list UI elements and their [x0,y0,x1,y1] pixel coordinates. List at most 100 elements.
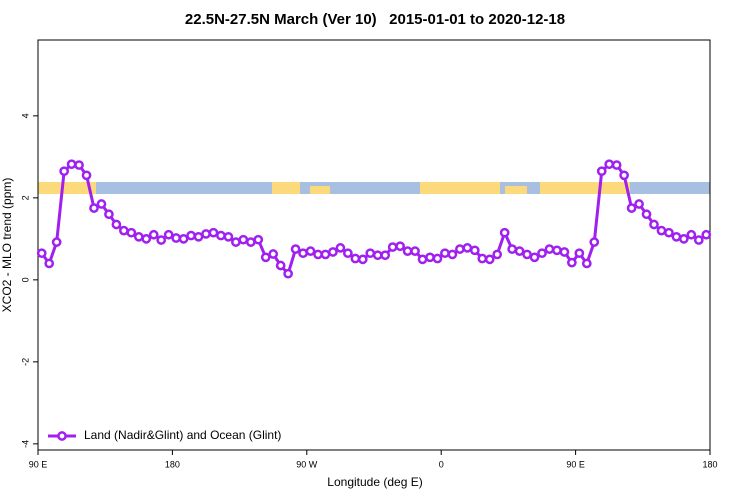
data-point [51,237,62,247]
y-tick-label: 2 [20,195,30,200]
data-point [552,245,562,256]
data-point [193,231,204,242]
data-point [701,229,712,240]
data-point [671,231,682,242]
y-tick-label: -4 [20,440,30,448]
data-point [343,248,353,259]
data-point [238,234,249,245]
chart-title: 22.5N-27.5N March (Ver 10) 2015-01-01 to… [185,11,565,28]
x-tick-label: 90 E [29,459,48,469]
legend-label: Land (Nadir&Glint) and Ocean (Glint) [84,428,281,442]
data-point [245,237,256,247]
data-point [208,227,219,238]
data-point [36,248,47,259]
data-point [425,252,435,263]
x-tick-label: 90 E [566,459,585,469]
data-point [693,235,704,245]
data-point [260,252,271,263]
data-point [574,248,585,259]
data-point [537,248,547,259]
data-point [216,230,226,241]
data-point [335,243,346,253]
data-point [604,159,615,170]
data-point [634,199,644,209]
data-point [544,244,555,254]
data-point [201,229,211,239]
data-point [283,268,293,279]
data-point [320,249,331,260]
data-point [171,233,181,243]
data-point [275,260,286,271]
x-tick-label: 180 [702,459,717,469]
data-point [455,244,465,254]
data-point [148,229,159,240]
data-point [387,242,398,252]
data-point [119,225,129,236]
x-tick-label: 90 W [296,459,318,469]
data-point [305,246,316,256]
map-strip [38,182,710,194]
data-point [96,199,107,209]
data-point [178,234,189,244]
data-point [462,243,473,253]
data-point [380,250,391,261]
data-point [186,230,196,241]
data-point [133,231,144,242]
data-point [567,257,577,268]
x-tick-label: 180 [165,459,180,469]
plot-frame [37,39,711,451]
data-point [253,234,264,245]
y-tick-label: -2 [20,358,30,366]
x-axis-label: Longitude (deg E) [327,475,422,489]
data-point [596,166,607,177]
data-point [507,244,517,254]
data-point [163,229,174,240]
data-point [66,159,77,170]
data-point [649,219,659,230]
data-point [402,246,413,256]
data-point [44,258,55,269]
data-point [59,166,69,177]
y-axis-label: XCO2 - MLO trend (ppm) [0,178,14,313]
data-point [328,247,338,257]
data-point [477,253,488,264]
data-point [81,170,92,181]
data-point [664,227,674,238]
data-point [141,234,152,244]
data-point [298,248,308,259]
legend-marker [57,431,67,441]
data-point [514,246,525,256]
data-point [417,254,428,265]
data-point [469,245,480,256]
data-point [89,203,99,213]
data-point [559,247,570,257]
data-point [679,234,689,244]
data-point [104,209,114,220]
data-point [619,170,629,181]
data-point [410,246,420,256]
data-point [357,254,368,265]
data-point [365,248,376,259]
data-point [492,249,503,260]
data-point [440,248,450,259]
data-point [686,229,697,240]
data-point [589,237,600,247]
data-point [447,249,458,260]
data-point [290,244,301,254]
data-point [111,219,122,230]
data-point [522,249,532,260]
data-point [641,209,652,220]
y-tick-label: 4 [20,113,30,118]
data-point [484,254,495,265]
data-point [432,253,443,264]
data-point [268,249,279,259]
data-point [313,249,323,260]
data-point [581,258,592,269]
data-point [529,252,540,263]
data-point [350,253,361,264]
data-point [231,237,241,247]
data-point [223,231,234,242]
data-point [656,225,667,236]
x-tick-label: 0 [439,459,444,469]
data-point [611,160,622,170]
